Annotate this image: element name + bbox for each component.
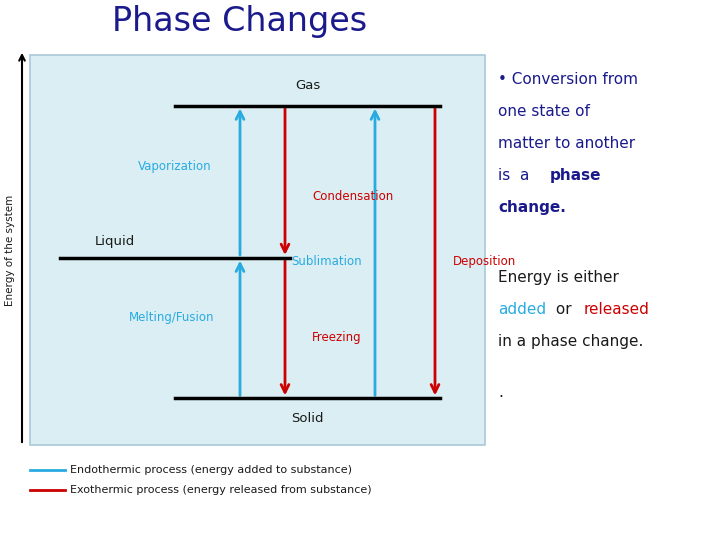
FancyBboxPatch shape — [30, 55, 485, 445]
Text: • Conversion from: • Conversion from — [498, 72, 638, 87]
Text: .: . — [498, 385, 503, 400]
Text: added: added — [498, 302, 546, 317]
Text: or: or — [551, 302, 577, 317]
Text: is  a: is a — [498, 168, 534, 183]
Text: in a phase change.: in a phase change. — [498, 334, 644, 349]
Text: Vaporization: Vaporization — [138, 160, 212, 173]
Text: Liquid: Liquid — [95, 235, 135, 248]
Text: Energy of the system: Energy of the system — [5, 194, 15, 306]
Text: phase: phase — [550, 168, 601, 183]
Text: Energy is either: Energy is either — [498, 270, 619, 285]
Text: Sublimation: Sublimation — [292, 255, 362, 268]
Text: one state of: one state of — [498, 104, 590, 119]
Text: matter to another: matter to another — [498, 136, 635, 151]
Text: Endothermic process (energy added to substance): Endothermic process (energy added to sub… — [70, 465, 352, 475]
Text: Condensation: Condensation — [312, 190, 394, 203]
Text: Gas: Gas — [295, 79, 320, 92]
Text: Phase Changes: Phase Changes — [112, 5, 368, 38]
Text: Exothermic process (energy released from substance): Exothermic process (energy released from… — [70, 485, 372, 495]
Text: Solid: Solid — [292, 412, 324, 425]
Text: released: released — [584, 302, 650, 317]
Text: change.: change. — [498, 200, 566, 215]
Text: Freezing: Freezing — [312, 332, 362, 345]
Text: Melting/Fusion: Melting/Fusion — [130, 312, 215, 325]
Text: Deposition: Deposition — [454, 255, 517, 268]
